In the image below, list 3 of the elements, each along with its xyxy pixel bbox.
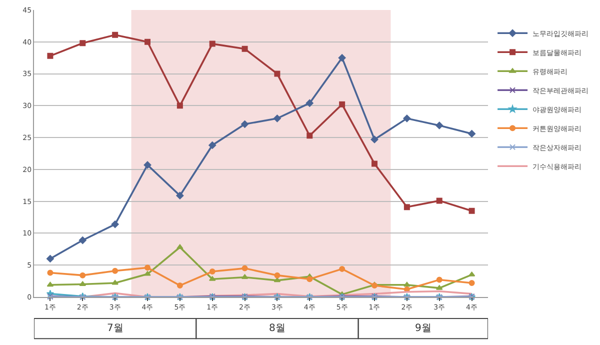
- text: 9월: [415, 323, 432, 334]
- text: 8월: [269, 323, 286, 334]
- text: 7월: [107, 323, 124, 334]
